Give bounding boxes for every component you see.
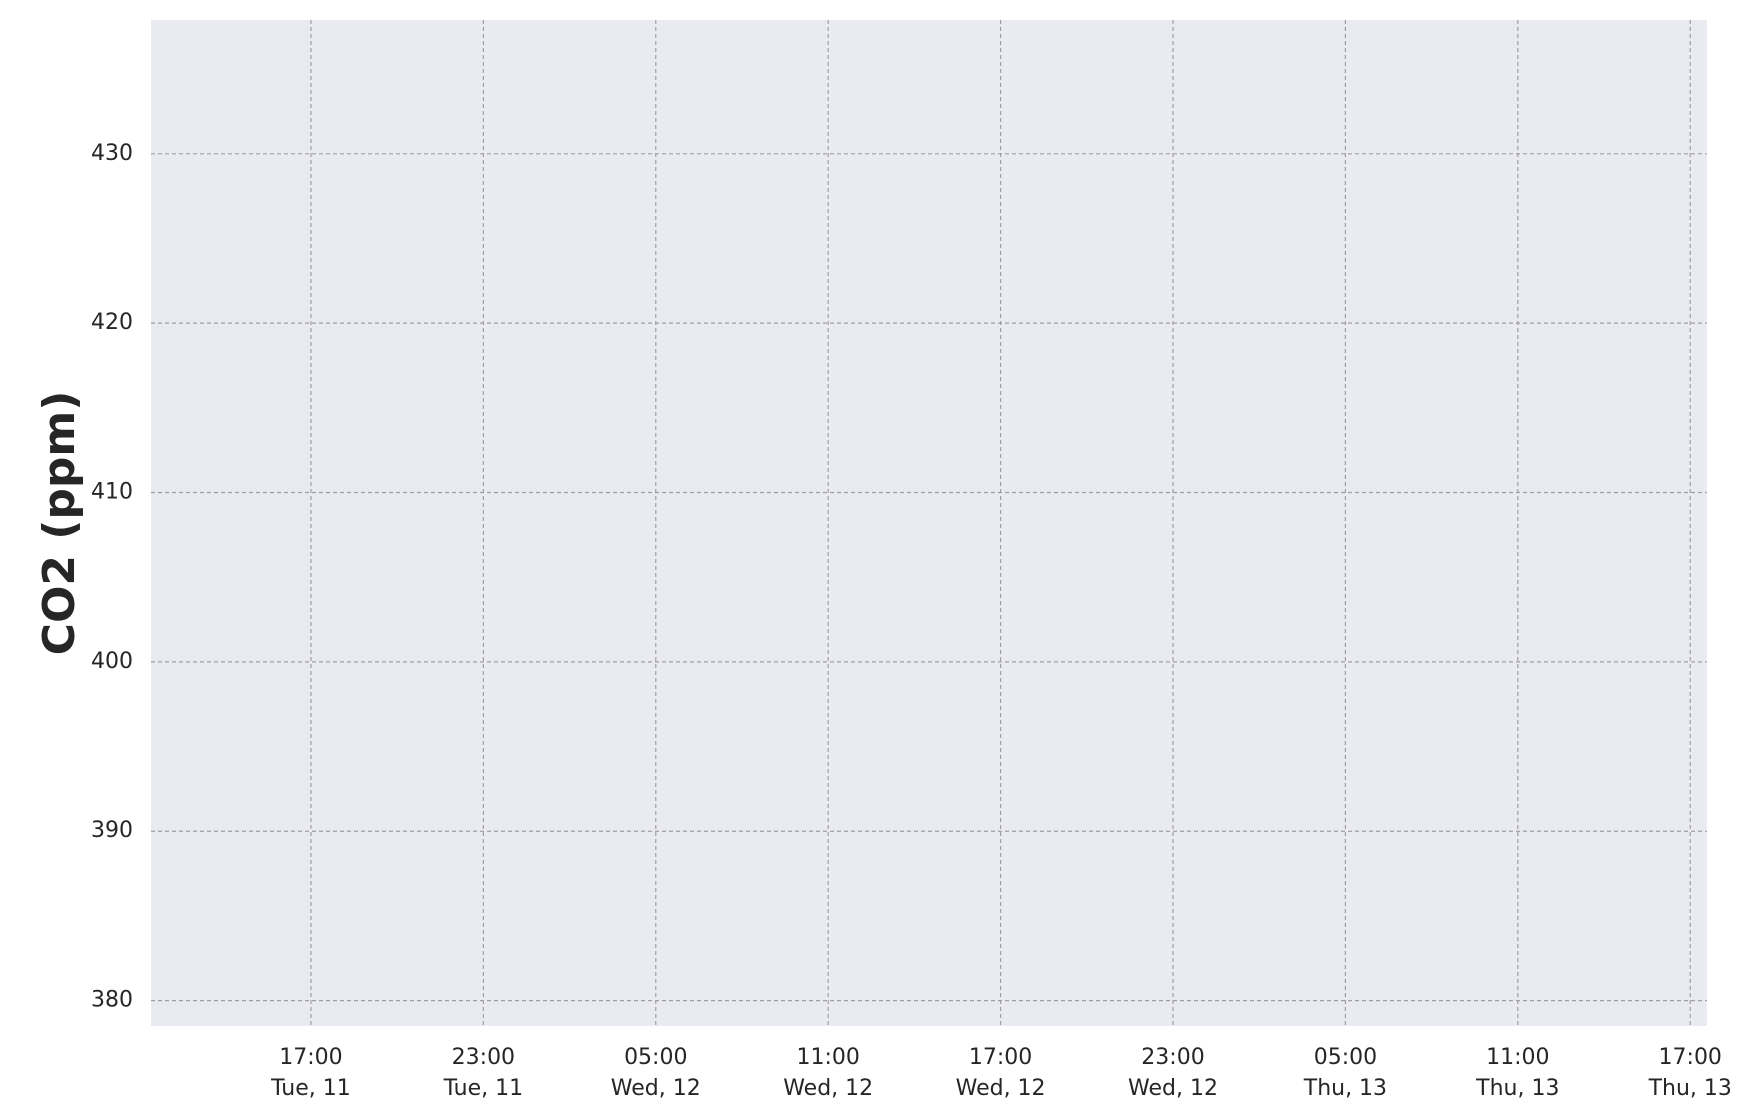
x-tick-label: 23:00 Tue, 11	[443, 1045, 524, 1101]
x-tick-label: 05:00 Wed, 12	[611, 1045, 701, 1101]
x-tick-label: 17:00 Tue, 11	[270, 1045, 351, 1101]
y-tick-label: 380	[91, 988, 133, 1013]
x-tick-label: 11:00 Wed, 12	[783, 1045, 873, 1101]
x-tick-label: 05:00 Thu, 13	[1303, 1045, 1387, 1101]
y-tick-label: 410	[91, 480, 133, 505]
y-tick-label: 400	[91, 649, 133, 674]
x-tick-label: 17:00 Wed, 12	[956, 1045, 1046, 1101]
y-axis-label: CO2 (ppm)	[34, 391, 85, 656]
y-tick-label: 390	[91, 818, 133, 843]
x-tick-label: 17:00 Thu, 13	[1648, 1045, 1732, 1101]
plot-area	[151, 20, 1707, 1026]
x-tick-label: 11:00 Thu, 13	[1475, 1045, 1559, 1101]
y-tick-label: 430	[91, 141, 133, 166]
x-tick-label: 23:00 Wed, 12	[1128, 1045, 1218, 1101]
y-tick-label: 420	[91, 310, 133, 335]
